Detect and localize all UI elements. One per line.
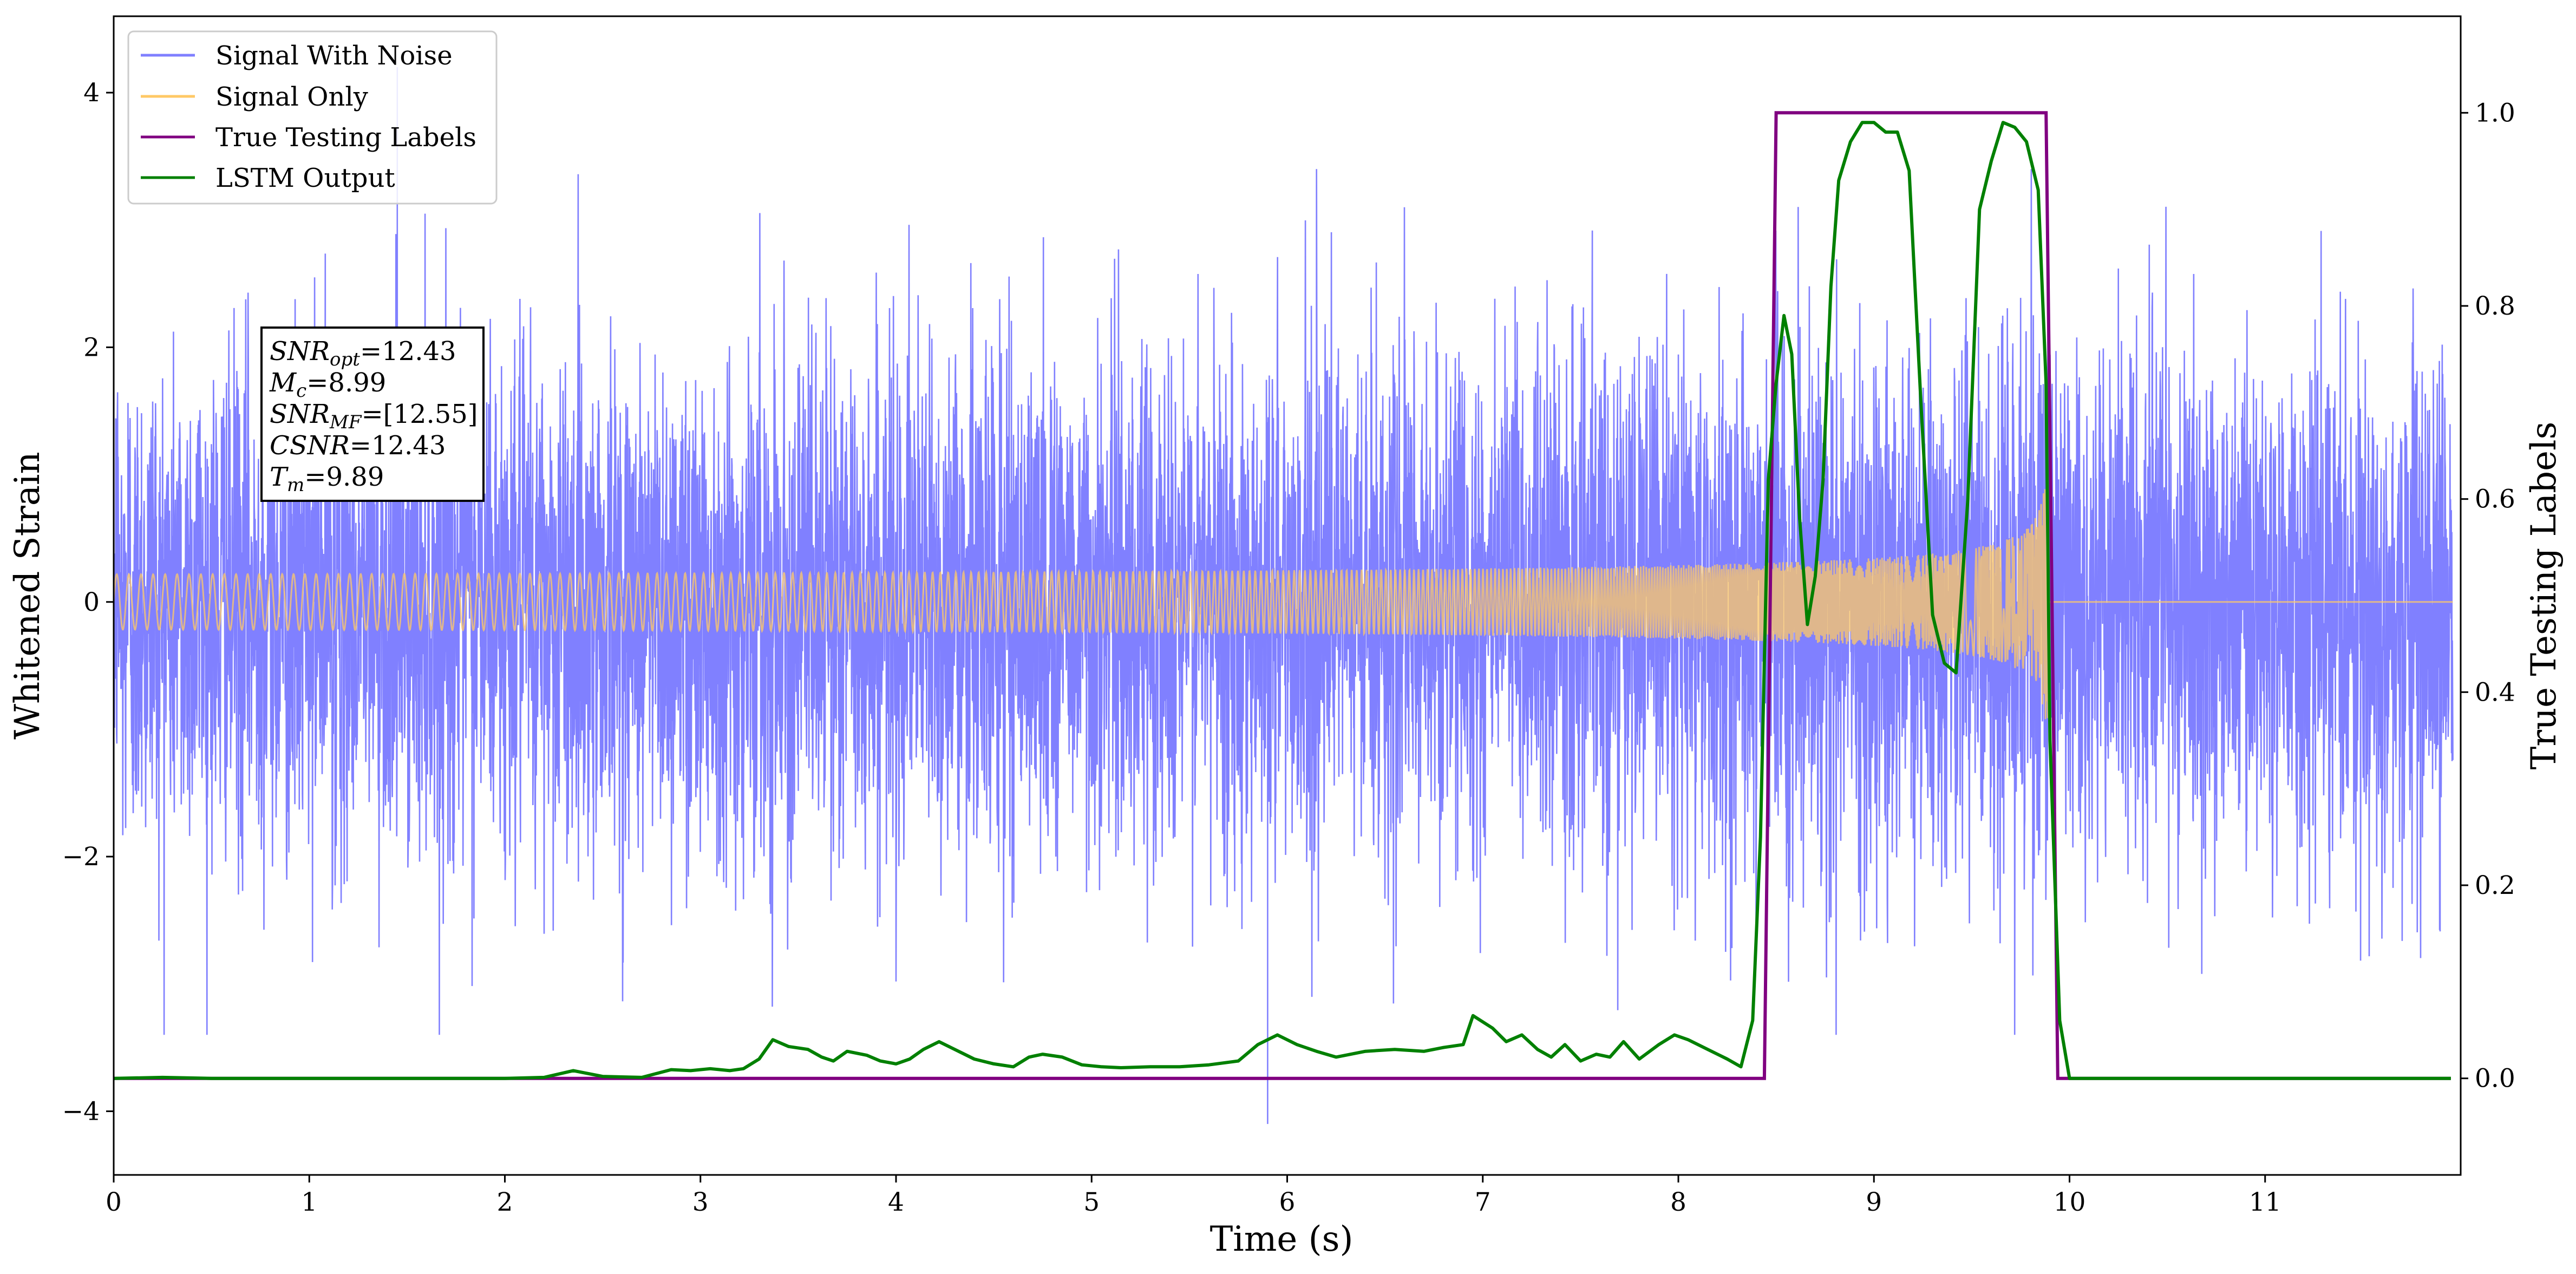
annotation-chirp-mass: Mc=8.99: [269, 368, 386, 402]
x-tick-label: 8: [1670, 1187, 1686, 1217]
y-left-tick-label: 4: [83, 78, 100, 108]
y-axis-right-label: True Testing Labels: [2524, 422, 2564, 770]
x-tick-label: 6: [1279, 1187, 1296, 1217]
x-tick-label: 4: [888, 1187, 904, 1217]
y-right-tick-label: 1.0: [2475, 98, 2515, 128]
annotation-snr-opt: SNRopt=12.43: [270, 336, 456, 370]
x-tick-label: 10: [2054, 1187, 2086, 1217]
x-axis-ticks: 0 1 2 3 4 5 6 7 8 9 10 11: [106, 1175, 2281, 1217]
annotation-csnr: CSNR=12.43: [270, 430, 446, 461]
y-right-tick-label: 0.4: [2475, 677, 2515, 707]
x-tick-label: 1: [301, 1187, 317, 1217]
annotation-merger-time: Tm=9.89: [270, 462, 384, 496]
y-right-tick-label: 0.8: [2475, 291, 2515, 321]
annotation-snr-mf: SNRMF=[12.55]: [270, 399, 478, 433]
legend-frame: [127, 30, 498, 205]
y-axis-left-label: Whitened Strain: [8, 452, 48, 739]
legend: Signal With Noise Signal Only True Testi…: [127, 30, 498, 205]
x-tick-label: 0: [106, 1187, 122, 1217]
x-tick-label: 5: [1083, 1187, 1100, 1217]
y-axis-right-ticks: 0.0 0.2 0.4 0.6 0.8 1.0: [2461, 98, 2515, 1094]
y-left-tick-label: −4: [62, 1096, 100, 1126]
series-lstm-output: [114, 121, 2451, 1080]
legend-label-signal-with-noise: Signal With Noise: [215, 41, 453, 71]
x-tick-label: 9: [1866, 1187, 1882, 1217]
y-left-tick-label: −2: [62, 842, 100, 872]
y-right-tick-label: 0.6: [2475, 485, 2515, 514]
x-tick-label: 2: [497, 1187, 513, 1217]
x-tick-label: 11: [2249, 1187, 2281, 1217]
y-left-tick-label: 2: [83, 332, 100, 362]
annotation-box: SNRopt=12.43 Mc=8.99 SNRMF=[12.55] CSNR=…: [260, 326, 485, 502]
x-tick-label: 7: [1475, 1187, 1491, 1217]
y-right-tick-label: 0.0: [2475, 1064, 2515, 1094]
legend-label-true-testing-labels: True Testing Labels: [215, 122, 476, 153]
legend-label-lstm-output: LSTM Output: [215, 163, 395, 193]
x-axis-label: Time (s): [1210, 1219, 1354, 1259]
y-left-tick-label: 0: [83, 587, 100, 617]
y-right-tick-label: 0.2: [2475, 871, 2515, 900]
x-tick-label: 3: [692, 1187, 709, 1217]
y-axis-left-ticks: −4 −2 0 2 4: [62, 78, 114, 1126]
legend-label-signal-only: Signal Only: [215, 82, 368, 112]
series-signal-only: [114, 481, 2453, 720]
